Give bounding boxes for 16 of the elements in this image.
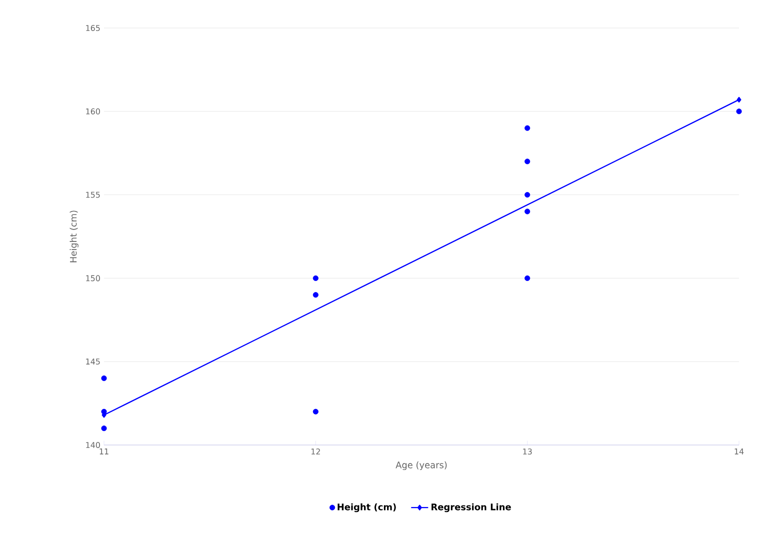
point (312, 275, 318, 281)
point (101, 375, 107, 382)
point (524, 275, 530, 281)
y-axis-title: Height (cm) (70, 210, 78, 262)
point (524, 192, 530, 198)
point (524, 158, 530, 164)
point (736, 96, 742, 103)
point (736, 108, 742, 114)
legend-label: Regression Line (432, 503, 511, 512)
x-axis-title: Age (years) (396, 461, 447, 470)
point (524, 125, 530, 131)
point (312, 292, 318, 298)
point (101, 426, 107, 432)
legend-label: Height (cm) (338, 503, 396, 512)
point (312, 408, 318, 414)
point (524, 208, 530, 214)
